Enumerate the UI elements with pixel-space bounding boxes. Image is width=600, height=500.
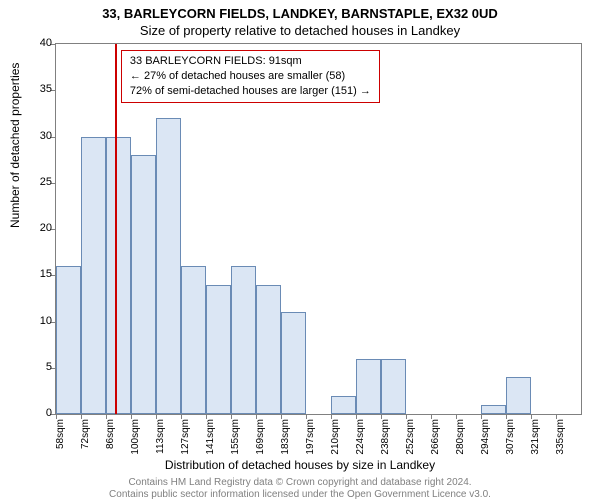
bar bbox=[81, 137, 106, 415]
footer-line1: Contains HM Land Registry data © Crown c… bbox=[0, 477, 600, 488]
bar bbox=[356, 359, 381, 415]
x-tick-label: 252sqm bbox=[405, 419, 416, 459]
bar bbox=[506, 377, 531, 414]
x-tick-label: 294sqm bbox=[480, 419, 491, 459]
y-tick-label: 35 bbox=[40, 83, 52, 95]
x-tick-label: 335sqm bbox=[555, 419, 566, 459]
chart-title-line2: Size of property relative to detached ho… bbox=[0, 23, 600, 38]
bar bbox=[231, 266, 256, 414]
x-tick-label: 127sqm bbox=[180, 419, 191, 459]
marker-line3: 72% of semi-detached houses are larger (… bbox=[130, 84, 371, 99]
x-tick-label: 224sqm bbox=[355, 419, 366, 459]
y-tick-label: 0 bbox=[46, 407, 52, 419]
marker-line2: ← 27% of detached houses are smaller (58… bbox=[130, 69, 371, 84]
x-tick-label: 86sqm bbox=[105, 419, 116, 459]
y-tick-label: 25 bbox=[40, 176, 52, 188]
bar bbox=[331, 396, 356, 415]
bar bbox=[156, 118, 181, 414]
x-tick-label: 197sqm bbox=[305, 419, 316, 459]
y-tick-label: 40 bbox=[40, 37, 52, 49]
x-tick-label: 169sqm bbox=[255, 419, 266, 459]
bar bbox=[181, 266, 206, 414]
bar bbox=[56, 266, 81, 414]
y-axis-label: Number of detached properties bbox=[8, 63, 22, 228]
x-tick-label: 58sqm bbox=[55, 419, 66, 459]
chart-title-line1: 33, BARLEYCORN FIELDS, LANDKEY, BARNSTAP… bbox=[0, 6, 600, 21]
x-tick-label: 183sqm bbox=[280, 419, 291, 459]
bar bbox=[481, 405, 506, 414]
marker-line1: 33 BARLEYCORN FIELDS: 91sqm bbox=[130, 54, 371, 69]
bar bbox=[206, 285, 231, 415]
x-tick-label: 100sqm bbox=[130, 419, 141, 459]
x-tick-label: 321sqm bbox=[530, 419, 541, 459]
bar bbox=[106, 137, 131, 415]
y-tick-label: 30 bbox=[40, 130, 52, 142]
bar bbox=[256, 285, 281, 415]
x-tick-label: 113sqm bbox=[155, 419, 166, 459]
plot-area: 33 BARLEYCORN FIELDS: 91sqm← 27% of deta… bbox=[55, 43, 582, 415]
y-tick-label: 5 bbox=[46, 361, 52, 373]
y-tick-label: 15 bbox=[40, 268, 52, 280]
y-tick-label: 10 bbox=[40, 315, 52, 327]
x-tick-label: 141sqm bbox=[205, 419, 216, 459]
x-axis-label: Distribution of detached houses by size … bbox=[0, 458, 600, 472]
x-tick-label: 266sqm bbox=[430, 419, 441, 459]
bar bbox=[381, 359, 406, 415]
bar bbox=[131, 155, 156, 414]
footer-line2: Contains public sector information licen… bbox=[0, 489, 600, 500]
x-tick-label: 238sqm bbox=[380, 419, 391, 459]
y-tick-label: 20 bbox=[40, 222, 52, 234]
x-tick-label: 210sqm bbox=[330, 419, 341, 459]
marker-annotation-box: 33 BARLEYCORN FIELDS: 91sqm← 27% of deta… bbox=[121, 50, 380, 103]
marker-line bbox=[115, 44, 117, 414]
x-tick-label: 155sqm bbox=[230, 419, 241, 459]
x-tick-label: 280sqm bbox=[455, 419, 466, 459]
x-tick-label: 72sqm bbox=[80, 419, 91, 459]
bar bbox=[281, 312, 306, 414]
x-tick-label: 307sqm bbox=[505, 419, 516, 459]
